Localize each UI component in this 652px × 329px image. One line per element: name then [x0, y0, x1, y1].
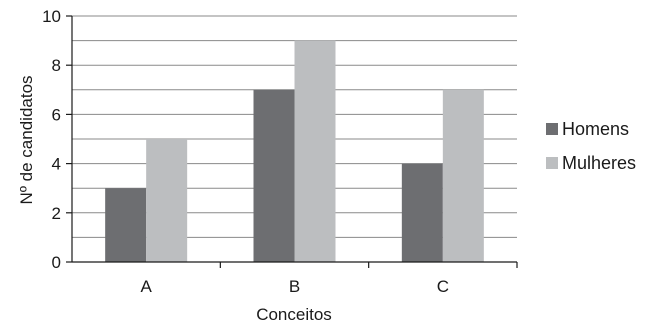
- bar-homens-b: [253, 89, 295, 262]
- legend-swatch-mulheres: [546, 157, 558, 169]
- legend-label-mulheres: Mulheres: [562, 153, 636, 173]
- y-tick-label: 0: [52, 253, 61, 272]
- y-axis-title: Nº de candidatos: [17, 75, 36, 204]
- bar-homens-a: [105, 188, 147, 262]
- legend: Homens Mulheres: [546, 119, 636, 173]
- y-tick-label: 4: [52, 155, 61, 174]
- bars: [105, 40, 484, 262]
- y-tick-label: 6: [52, 105, 61, 124]
- axes: [71, 16, 517, 263]
- legend-label-homens: Homens: [562, 119, 629, 139]
- x-categories: A B C: [140, 262, 518, 296]
- y-tick-label: 2: [52, 204, 61, 223]
- legend-swatch-homens: [546, 123, 558, 135]
- x-category-label: B: [289, 277, 300, 296]
- x-axis-title: Conceitos: [256, 305, 332, 324]
- bar-homens-c: [401, 163, 443, 262]
- y-tick-label: 10: [42, 7, 61, 26]
- bar-mulheres-c: [442, 89, 484, 262]
- bar-mulheres-b: [294, 40, 336, 262]
- bar-mulheres-a: [146, 139, 188, 262]
- y-ticks: 0 2 4 6 8 10: [42, 7, 72, 272]
- x-category-label: A: [140, 277, 152, 296]
- x-category-label: C: [437, 277, 449, 296]
- y-tick-label: 8: [52, 56, 61, 75]
